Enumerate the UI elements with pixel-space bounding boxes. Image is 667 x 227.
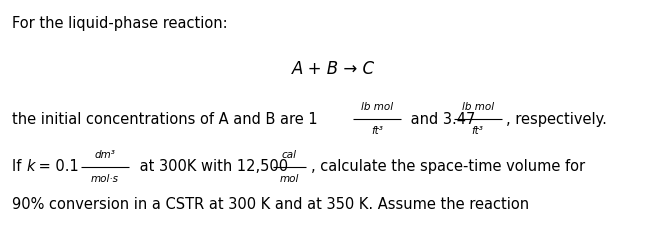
Text: mol·s: mol·s (91, 174, 119, 184)
Text: ft³: ft³ (472, 126, 484, 136)
Text: If: If (12, 159, 26, 174)
Text: ft³: ft³ (371, 126, 383, 136)
Text: dm³: dm³ (94, 150, 115, 160)
Text: , calculate the space-time volume for: , calculate the space-time volume for (311, 159, 586, 174)
Text: at 300K with 12,500: at 300K with 12,500 (135, 159, 293, 174)
Text: , respectively.: , respectively. (506, 112, 607, 127)
Text: k: k (27, 159, 35, 174)
Text: 90% conversion in a CSTR at 300 K and at 350 K. Assume the reaction: 90% conversion in a CSTR at 300 K and at… (12, 197, 529, 212)
Text: For the liquid-phase reaction:: For the liquid-phase reaction: (12, 16, 227, 31)
Text: mol: mol (279, 174, 299, 184)
Text: A + B → C: A + B → C (292, 60, 375, 78)
Text: and 3.47: and 3.47 (406, 112, 480, 127)
Text: cal: cal (282, 150, 297, 160)
Text: lb mol: lb mol (462, 102, 494, 112)
Text: lb mol: lb mol (361, 102, 393, 112)
Text: = 0.1: = 0.1 (34, 159, 83, 174)
Text: the initial concentrations of A and B are 1: the initial concentrations of A and B ar… (12, 112, 317, 127)
